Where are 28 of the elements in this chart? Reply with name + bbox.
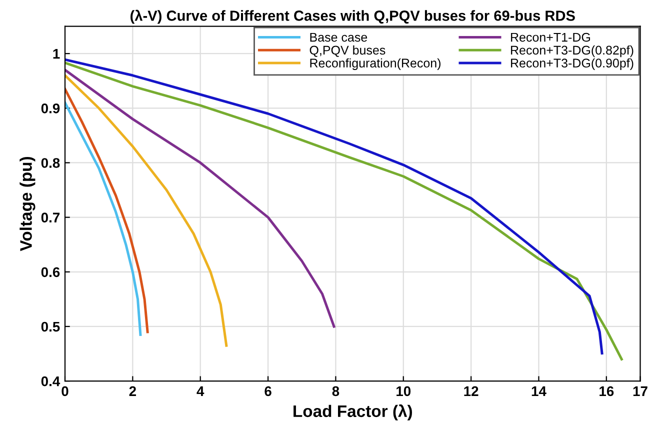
- x-tick-label: 6: [264, 386, 272, 396]
- x-axis-title: Load Factor (λ): [294, 404, 412, 420]
- y-tick-label: 0.6: [41, 267, 60, 278]
- x-tick-label: 0: [62, 386, 68, 396]
- y-tick-label: 0.8: [41, 158, 60, 168]
- y-tick-label: 0.5: [41, 322, 60, 332]
- x-tick-label: 16: [600, 386, 614, 396]
- legend-label: Base case: [310, 32, 368, 42]
- x-tick-label: 12: [464, 386, 478, 396]
- x-tick-label: 4: [196, 386, 204, 396]
- chart-title: (λ-V) Curve of Different Cases with Q,PQV buses for 69-bus RDS: [130, 10, 575, 24]
- x-tick-label: 14: [532, 386, 546, 396]
- legend-label: Reconfiguration(Recon): [310, 58, 440, 70]
- legend-label: Recon+T1-DG: [511, 32, 590, 42]
- y-tick-label: 0.9: [41, 103, 60, 114]
- x-tick-label: 8: [332, 386, 340, 396]
- legend-label: Recon+T3-DG(0.82pf): [511, 45, 634, 58]
- line-series: [65, 68, 336, 328]
- line-series: [65, 74, 228, 347]
- legend-label: Recon+T3-DG(0.90pf): [511, 58, 634, 70]
- y-axis-title: Voltage (pu): [20, 156, 36, 252]
- y-tick-label: 0.7: [41, 212, 60, 222]
- x-tick-label: 2: [129, 386, 136, 396]
- x-tick-label: 10: [396, 386, 411, 396]
- x-tick-label: 17: [633, 386, 648, 396]
- y-tick-label: 0.4: [41, 376, 60, 386]
- y-tick-label: 1: [53, 49, 60, 59]
- legend-label: Q,PQV buses: [310, 45, 386, 57]
